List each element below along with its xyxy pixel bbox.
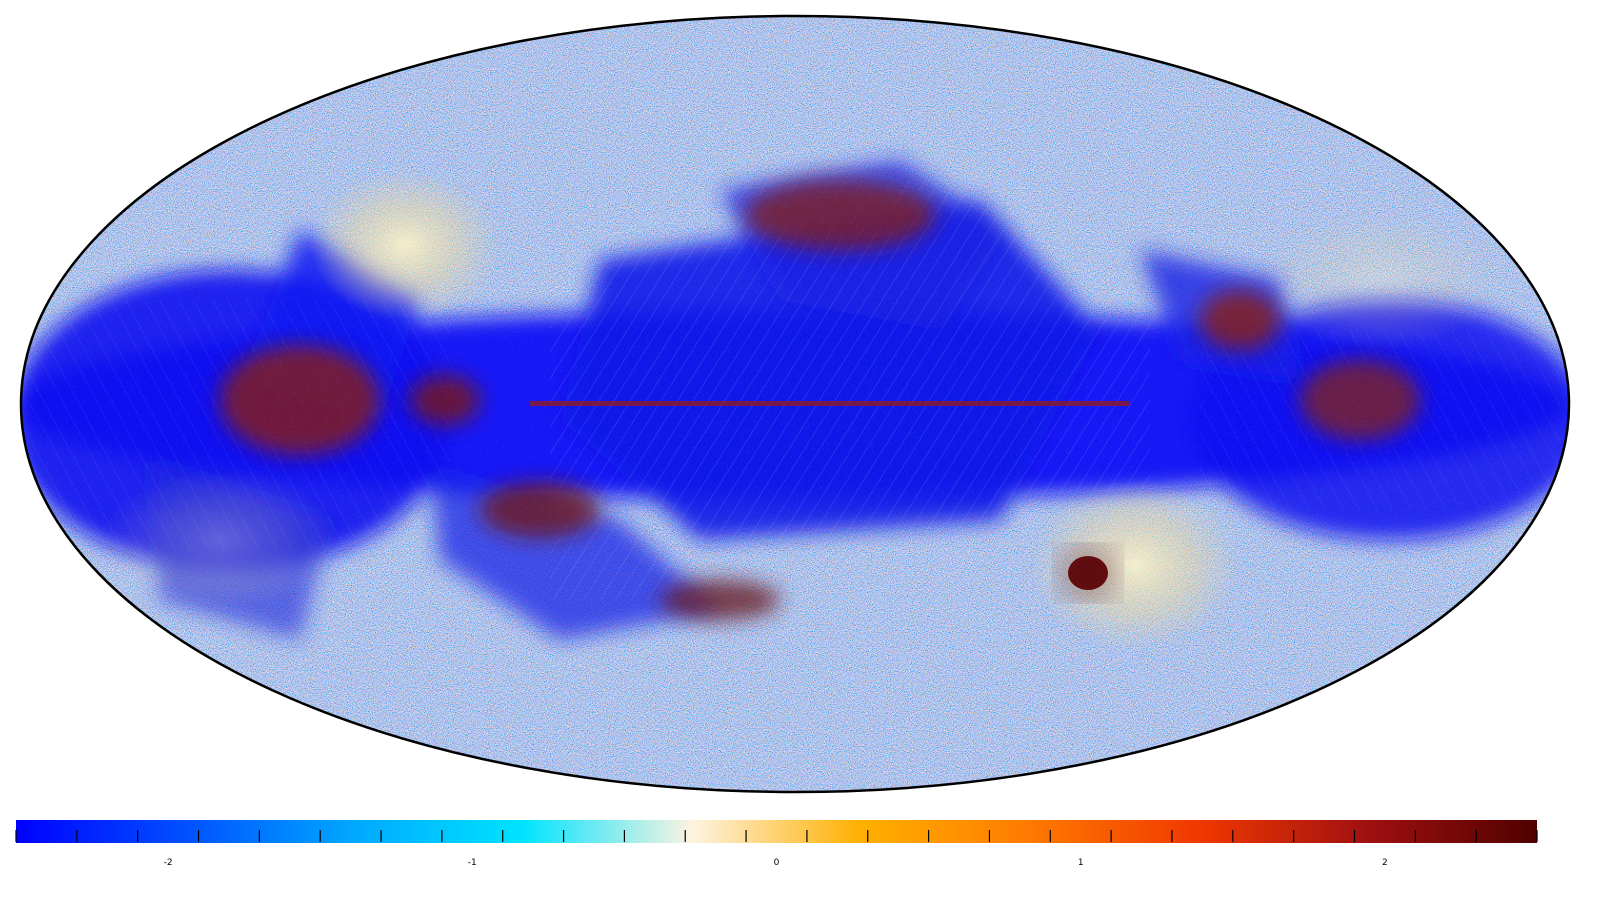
sky-map: [19, 14, 1571, 794]
colorbar-tick-label: -1: [468, 858, 477, 868]
colorbar-gradient: [16, 820, 1537, 843]
colorbar: -2 -1 0 1 2: [15, 820, 1538, 868]
map-border: [19, 14, 1571, 794]
north-ecliptic-bright-patch: [310, 170, 500, 320]
colorbar-tick-label: 0: [774, 858, 780, 868]
colorbar-tick-label: -2: [164, 858, 173, 868]
sky-map-pixels: [21, 16, 1569, 792]
colorbar-tick-labels: -2 -1 0 1 2: [164, 858, 1388, 868]
colorbar-tick-label: 1: [1078, 858, 1084, 868]
colorbar-ticks: [15, 830, 1538, 842]
colorbar-tick-label: 2: [1382, 858, 1388, 868]
band-speckle: [21, 16, 1569, 792]
bright-patches: [100, 170, 1500, 650]
south-ecliptic-bright-patch: [1030, 480, 1240, 650]
